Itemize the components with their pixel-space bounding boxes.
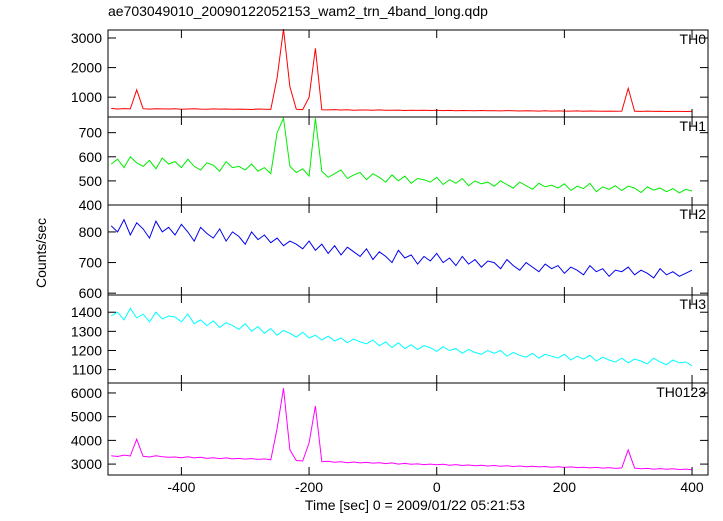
panel-label: TH2 [680,206,707,222]
y-tick-label: 1300 [71,323,102,339]
x-tick-label: -400 [167,479,195,495]
panel-frame [107,382,709,476]
y-tick-label: 600 [79,149,103,165]
y-axis-label: Counts/sec [33,218,49,288]
x-tick-label: 200 [553,479,577,495]
y-tick-label: 1000 [71,89,102,105]
x-axis-label: Time [sec] 0 = 2009/01/22 05:21:53 [305,497,525,513]
y-tick-label: 1200 [71,342,102,358]
y-tick-label: 700 [79,125,103,141]
panel-label: TH0123 [656,384,706,400]
y-tick-label: 3000 [71,456,102,472]
light-curve [111,388,693,471]
y-tick-label: 2000 [71,60,102,76]
panel-label: TH1 [680,118,707,134]
y-tick-label: 600 [79,285,103,301]
y-tick-label: 1400 [71,304,102,320]
y-tick-label: 700 [79,255,103,271]
panel-frame [107,116,709,206]
panel-frame [107,29,709,118]
y-tick-label: 500 [79,173,103,189]
y-tick-label: 1100 [72,362,102,378]
light-curve [111,29,693,113]
light-curve [110,307,693,367]
panel-label: TH3 [680,296,707,312]
x-tick-label: 400 [680,479,704,495]
y-tick-label: 800 [79,224,103,240]
x-tick-label: -200 [295,479,323,495]
panel-frame [107,294,709,384]
light-curve [110,218,693,279]
y-tick-label: 3000 [71,30,102,46]
panel-label: TH0 [680,31,707,47]
y-tick-label: 5000 [71,409,102,425]
x-tick-label: 0 [433,479,441,495]
panel-frame [107,204,709,296]
y-tick-label: 6000 [71,385,102,401]
y-tick-label: 400 [79,197,103,213]
light-curve [110,116,693,194]
chart-title: ae703049010_20090122052153_wam2_trn_4ban… [108,3,488,19]
y-tick-label: 4000 [71,432,102,448]
